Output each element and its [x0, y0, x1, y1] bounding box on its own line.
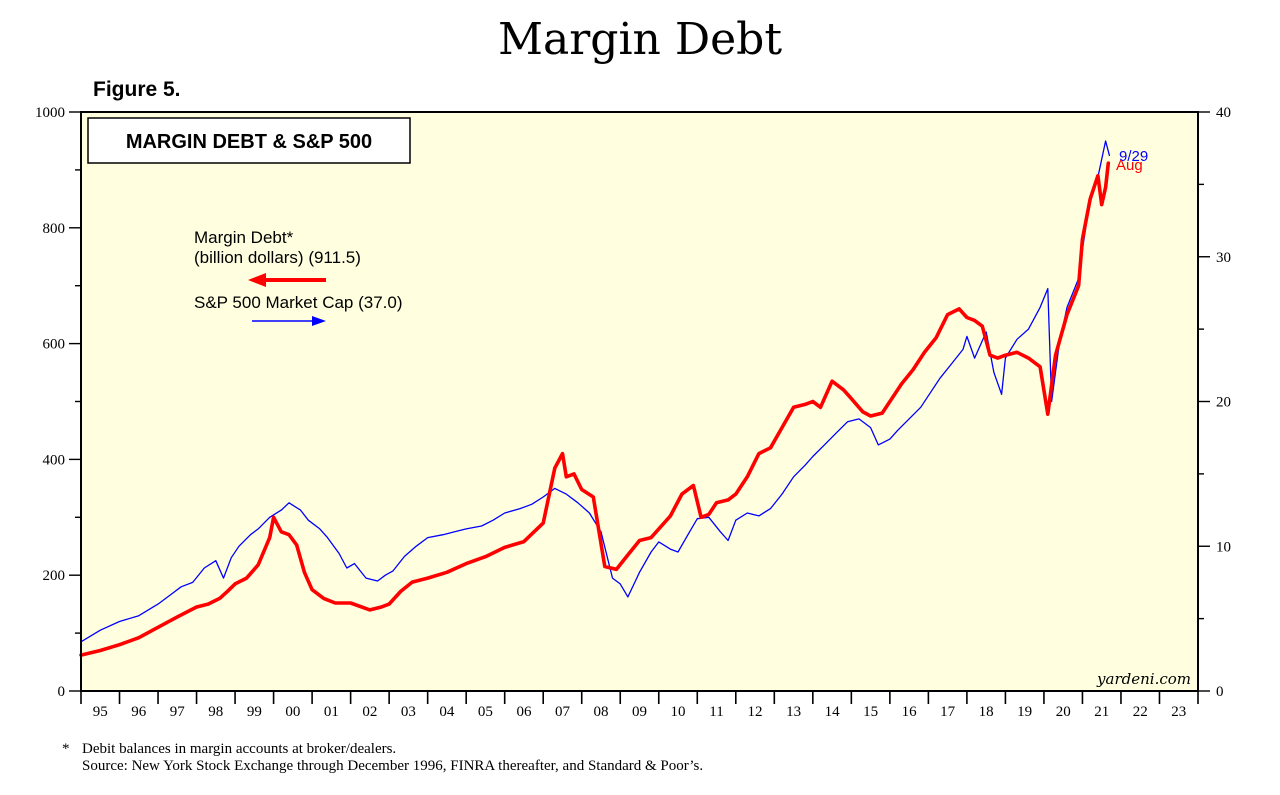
right-y-tick-label: 10: [1216, 539, 1231, 555]
source-line: Source: New York Stock Exchange through …: [62, 758, 703, 775]
x-tick-label: 95: [93, 704, 108, 720]
right-y-tick-label: 30: [1216, 250, 1231, 266]
legend-sp500-arrow: [252, 316, 326, 326]
series-layer: [79, 140, 1111, 657]
legend-sp500-label: S&P 500 Market Cap (37.0): [194, 293, 403, 312]
figure-label: Figure 5.: [93, 78, 181, 101]
right-y-tick-label: 40: [1216, 105, 1231, 121]
legend-margin-debt-arrow: [248, 273, 326, 287]
axis-ticks: 95 96 97 98 99 00 01 02 03 04 05 06 07 08 09 10 11 12 13 14…: [35, 105, 1231, 720]
left-y-tick-label: 400: [43, 452, 66, 468]
x-tick-label: 03: [401, 704, 416, 720]
margin-debt-chart: 95 96 97 98 99 00 01 02 03 04 05 06 07 08 09 10 11 12 13 14…: [35, 105, 1231, 720]
left-y-tick-label: 200: [43, 568, 66, 584]
x-tick-label: 10: [671, 704, 686, 720]
left-y-tick-label: 600: [43, 337, 66, 353]
x-tick-label: 01: [324, 704, 339, 720]
x-tick-label: 96: [131, 704, 147, 720]
footnote: * Debit balances in margin accounts at br…: [62, 741, 703, 775]
x-tick-label: 12: [748, 704, 763, 720]
x-tick-label: 98: [208, 704, 223, 720]
x-tick-label: 17: [940, 704, 956, 720]
left-y-tick-label: 0: [58, 684, 66, 700]
x-tick-label: 13: [786, 704, 801, 720]
x-tick-label: 09: [632, 704, 647, 720]
plot-background: [81, 112, 1198, 691]
sp500-end-label: 9/29: [1119, 148, 1148, 165]
x-tick-label: 19: [1017, 704, 1032, 720]
x-tick-label: 00: [285, 704, 300, 720]
right-y-tick-label: 20: [1216, 395, 1231, 411]
x-tick-label: 16: [902, 704, 918, 720]
x-tick-label: 07: [555, 704, 571, 720]
footnote-line: * Debit balances in margin accounts at br…: [62, 741, 703, 758]
x-tick-label: 06: [516, 704, 532, 720]
x-tick-label: 18: [979, 704, 994, 720]
sp500-market-cap-line: [80, 140, 1111, 643]
left-y-tick-label: 800: [43, 221, 66, 237]
x-tick-label: 97: [170, 704, 186, 720]
x-tick-label: 02: [362, 704, 377, 720]
x-tick-label: 20: [1056, 704, 1071, 720]
x-tick-label: 21: [1094, 704, 1109, 720]
margin-debt-line: [79, 161, 1111, 657]
left-y-tick-label: 1000: [35, 105, 65, 121]
watermark: yardeni.com: [1096, 670, 1191, 688]
x-tick-label: 05: [478, 704, 493, 720]
chart-title: MARGIN DEBT & S&P 500: [126, 131, 372, 153]
x-tick-label: 11: [709, 704, 723, 720]
legend-margin-debt-line1: Margin Debt*: [194, 228, 294, 247]
x-tick-label: 99: [247, 704, 262, 720]
x-tick-label: 04: [439, 704, 455, 720]
legend-margin-debt-line2: (billion dollars) (911.5): [194, 248, 361, 267]
x-tick-label: 23: [1171, 704, 1186, 720]
chart-title-box: [87, 117, 411, 164]
x-tick-label: 22: [1133, 704, 1148, 720]
source-text: Source: New York Stock Exchange through …: [82, 758, 704, 774]
right-y-tick-label: 0: [1216, 684, 1224, 700]
footnote-text: Debit balances in margin accounts at bro…: [82, 741, 397, 757]
footnote-marker: *: [62, 741, 70, 757]
x-tick-label: 15: [863, 704, 878, 720]
page-title: Margin Debt: [497, 14, 783, 65]
x-tick-label: 08: [593, 704, 608, 720]
x-tick-label: 14: [825, 704, 841, 720]
margin-debt-end-label: Aug: [1116, 157, 1143, 174]
